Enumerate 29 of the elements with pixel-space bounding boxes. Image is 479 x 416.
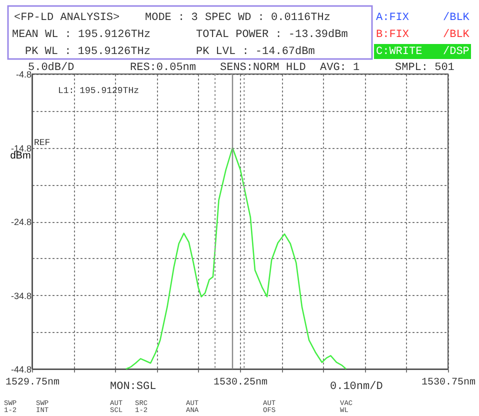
text: MON:SGL (110, 381, 156, 393)
text: TOTAL POWER : -13.39dBm (196, 29, 348, 41)
text: <FP-LD ANALYSIS> (14, 12, 120, 24)
x-tick-label: 1530.75nm (421, 378, 476, 388)
x-tick-label: 1529.75nm (5, 378, 60, 388)
text: AVG: 1 (320, 62, 360, 74)
text: /DSP (443, 46, 470, 58)
text: /BLK (443, 29, 470, 41)
y-tick-label: -24.8 (10, 217, 32, 227)
annotation: L1: 195.9129THz (58, 86, 140, 96)
text: /BLK (443, 12, 470, 24)
text: C:WRITE (376, 46, 423, 58)
text: MEAN WL : 195.9126THz (12, 29, 151, 41)
annotation: REF (34, 138, 50, 148)
y-tick-label: -44.8 (10, 364, 32, 374)
text: PK WL : 195.9126THz (25, 46, 150, 58)
y-tick-label: -34.8 (10, 290, 32, 301)
text: A:FIX (376, 12, 410, 24)
text: SPEC WD : 0.0116THz (205, 12, 330, 24)
text: SENS:NORM HLD (220, 62, 306, 74)
line-series (125, 147, 347, 370)
text: B:FIX (376, 29, 410, 41)
text: RES:0.05nm (130, 62, 196, 74)
x-tick-label: 1530.25nm (213, 378, 268, 388)
text: SMPL: 501 (395, 62, 455, 74)
text: PK LVL : -14.67dBm (196, 46, 316, 58)
text: MODE : 3 (145, 12, 198, 24)
y-tick-label: -4.8 (16, 70, 32, 80)
text: 0.10nm/D (330, 381, 384, 393)
